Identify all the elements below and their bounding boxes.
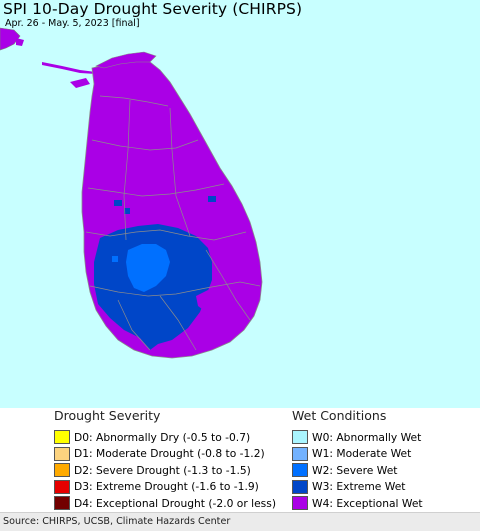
legend-label-d0: D0: Abnormally Dry (-0.5 to -0.7) [74, 430, 251, 444]
legend-label-d1: D1: Moderate Drought (-0.8 to -1.2) [74, 447, 265, 460]
legend-item-w2: W2: Severe Wet [292, 462, 480, 478]
india-coast-patch [16, 38, 24, 46]
swatch-w0 [292, 430, 308, 444]
legend-item-d0: D0: Abnormally Dry (-0.5 to -0.7) [54, 429, 294, 445]
swatch-w3 [292, 479, 308, 494]
drought-legend: Drought Severity D0: Abnormally Dry (-0.… [54, 408, 294, 512]
wet-legend: Wet Conditions W0: Abnormally Wet W1: Mo… [292, 408, 480, 512]
legend-item-d2: D2: Severe Drought (-1.3 to -1.5) [54, 462, 294, 478]
legend-item-w4: W4: Exceptional Wet [292, 495, 480, 511]
india-landmass [0, 27, 21, 51]
swatch-w2 [292, 463, 308, 477]
legend-item-d1: D1: Moderate Drought (-0.8 to -1.2) [54, 446, 294, 462]
severe-wet-core [126, 244, 170, 292]
severe-wet-spot [112, 256, 118, 262]
legend-label-d2: D2: Severe Drought (-1.3 to -1.5) [74, 463, 251, 477]
extreme-wet-spot-1 [114, 200, 122, 206]
swatch-d0 [54, 430, 70, 444]
legend-item-w1: W1: Moderate Wet [292, 446, 480, 462]
map-date-range: Apr. 26 - May. 5, 2023 [final] [5, 18, 140, 29]
district-boundaries [85, 95, 261, 351]
exceptional-wet-inlet [196, 290, 214, 312]
swatch-d3 [54, 479, 70, 494]
legend-item-d3: D3: Extreme Drought (-1.6 to -1.9) [54, 479, 294, 495]
swatch-d1 [54, 446, 70, 461]
legend-label-w4: W4: Exceptional Wet [312, 496, 423, 510]
jaffna-peninsula [95, 51, 157, 69]
wet-legend-heading: Wet Conditions [292, 408, 387, 423]
map-title: SPI 10-Day Drought Severity (CHIRPS) [3, 0, 303, 18]
swatch-d4 [54, 496, 70, 510]
adams-bridge [42, 62, 96, 74]
legend-item-d4: D4: Exceptional Drought (-2.0 or less) [54, 495, 294, 511]
drought-legend-heading: Drought Severity [54, 408, 161, 423]
extreme-wet-spot-3 [208, 196, 216, 202]
source-footer: Source: CHIRPS, UCSB, Climate Hazards Ce… [0, 512, 480, 531]
source-credit: Source: CHIRPS, UCSB, Climate Hazards Ce… [3, 516, 231, 527]
legend-label-w0: W0: Abnormally Wet [312, 430, 422, 444]
swatch-d2 [54, 463, 70, 477]
mannar-island [70, 78, 90, 88]
legend-label-d4: D4: Exceptional Drought (-2.0 or less) [74, 496, 276, 510]
legend-item-w0: W0: Abnormally Wet [292, 429, 480, 445]
legend-label-d3: D3: Extreme Drought (-1.6 to -1.9) [74, 480, 259, 493]
map-canvas [0, 0, 480, 408]
legend-item-w3: W3: Extreme Wet [292, 479, 480, 495]
swatch-w1 [292, 446, 308, 461]
legend-label-w3: W3: Extreme Wet [312, 480, 406, 493]
swatch-w4 [292, 496, 308, 510]
map-panel [0, 0, 480, 408]
legend-label-w2: W2: Severe Wet [312, 463, 398, 477]
legend-label-w1: W1: Moderate Wet [312, 447, 412, 460]
extreme-wet-spot-2 [124, 208, 130, 214]
